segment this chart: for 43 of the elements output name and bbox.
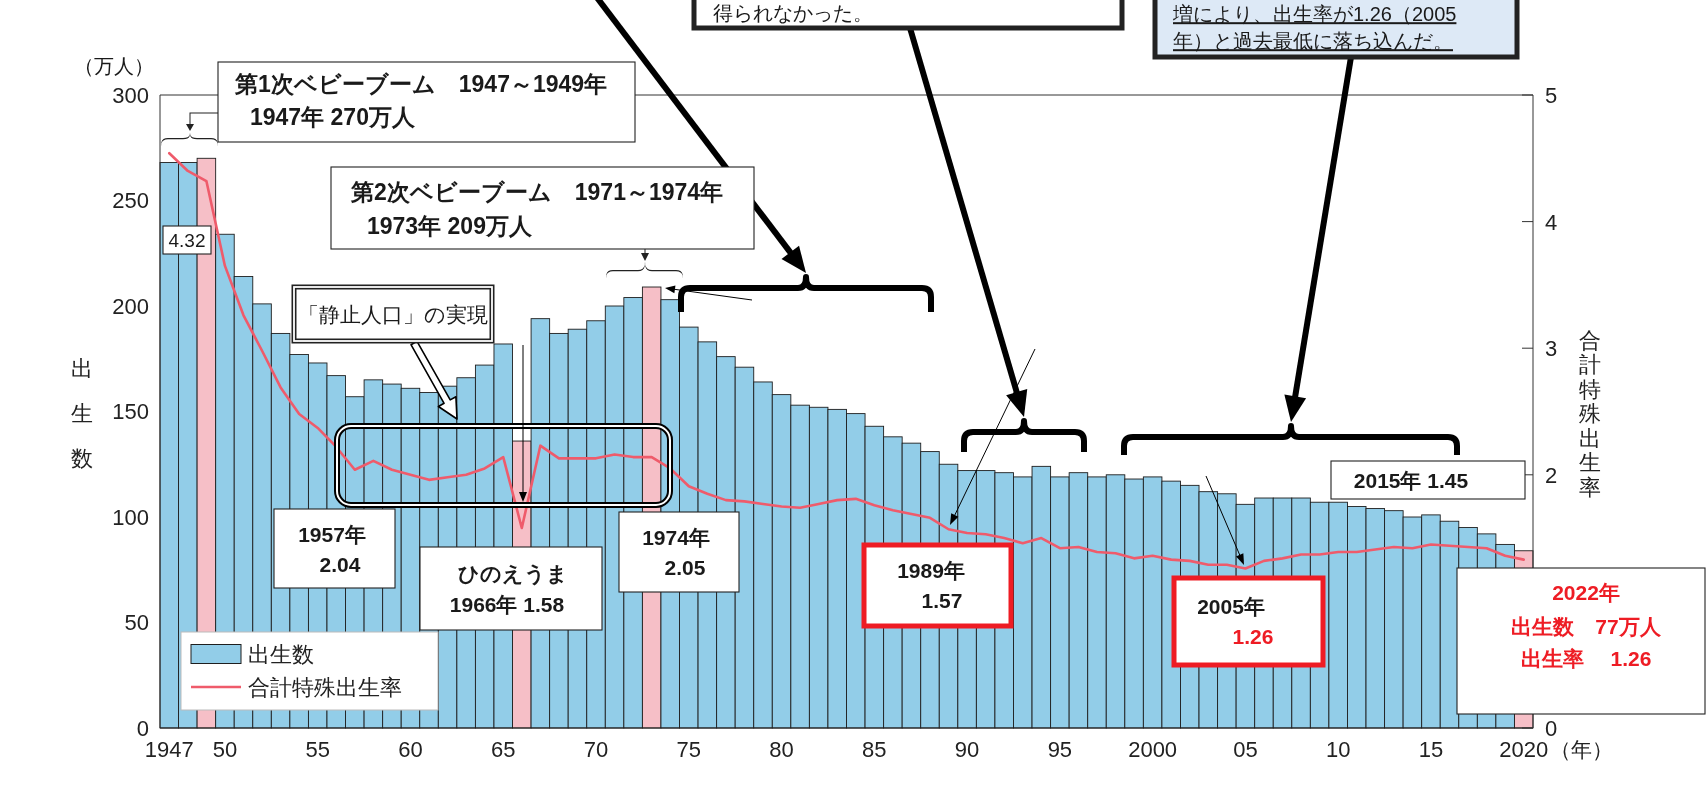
text: （万人） bbox=[74, 55, 154, 78]
annotation: 1974年 2.05 bbox=[642, 525, 710, 579]
y-tick-label: 100 bbox=[112, 504, 149, 530]
y-tick-label: 250 bbox=[112, 188, 149, 214]
annotation: 1989年 1.57 bbox=[897, 558, 965, 612]
x-tick-label: 15 bbox=[1418, 736, 1444, 762]
x-tick-label: 55 bbox=[305, 736, 330, 762]
annotation: 4.32 bbox=[168, 229, 206, 251]
x-tick-label: 60 bbox=[398, 736, 423, 762]
annotation: 出生率 1.26 bbox=[1520, 646, 1652, 670]
legend-label: 合計特殊出生率 bbox=[248, 674, 402, 700]
annotation: 第1次ベビーブーム 1947～1949年 1947年 270万人 bbox=[234, 71, 608, 131]
annotation: 第2次ベビーブーム 1971～1974年 1973年 209万人 bbox=[350, 179, 724, 240]
annotation: 2015年 1.45 bbox=[1353, 468, 1469, 492]
x-tick-label: 90 bbox=[954, 736, 980, 762]
annotation: 1957年 2.04 bbox=[298, 522, 366, 576]
y-tick-label: 300 bbox=[112, 82, 149, 108]
y2-tick-label: 3 bbox=[1545, 336, 1558, 362]
x-tick-label: 2000 bbox=[1128, 736, 1178, 762]
annotation: 「静止人口」の実現 bbox=[298, 302, 488, 326]
annotation: ひのえうま 1966年 1.58 bbox=[449, 561, 568, 616]
x-tick-label: 10 bbox=[1325, 736, 1351, 762]
annotation: 2005年 1.26 bbox=[1197, 594, 1274, 648]
x-tick-label: 70 bbox=[583, 736, 609, 762]
x-tick-label: 85 bbox=[862, 736, 887, 762]
x-tick-label: 05 bbox=[1233, 736, 1258, 762]
y-axis-title: 出生数 bbox=[71, 355, 93, 471]
y-tick-label: 150 bbox=[112, 399, 149, 425]
y-tick-label: 200 bbox=[112, 293, 149, 319]
x-tick-label: 65 bbox=[491, 736, 516, 762]
x-tick-label: 95 bbox=[1047, 736, 1073, 762]
x-tick-label: 75 bbox=[676, 736, 702, 762]
y2-tick-label: 2 bbox=[1545, 462, 1558, 488]
text: 得られなかった。 bbox=[713, 2, 873, 25]
legend-label: 出生数 bbox=[248, 641, 314, 667]
annotation: 出生数 77万人 bbox=[1511, 614, 1662, 638]
x-tick-label: 50 bbox=[212, 736, 238, 762]
y2-tick-label: 5 bbox=[1545, 82, 1558, 108]
y-tick-label: 50 bbox=[124, 610, 149, 636]
text: 2022年 bbox=[1552, 580, 1620, 604]
y2-tick-label: 4 bbox=[1545, 209, 1558, 235]
y2-axis-title: 合計特殊出生率 bbox=[1579, 327, 1601, 500]
x-tick-label: 80 bbox=[769, 736, 794, 762]
